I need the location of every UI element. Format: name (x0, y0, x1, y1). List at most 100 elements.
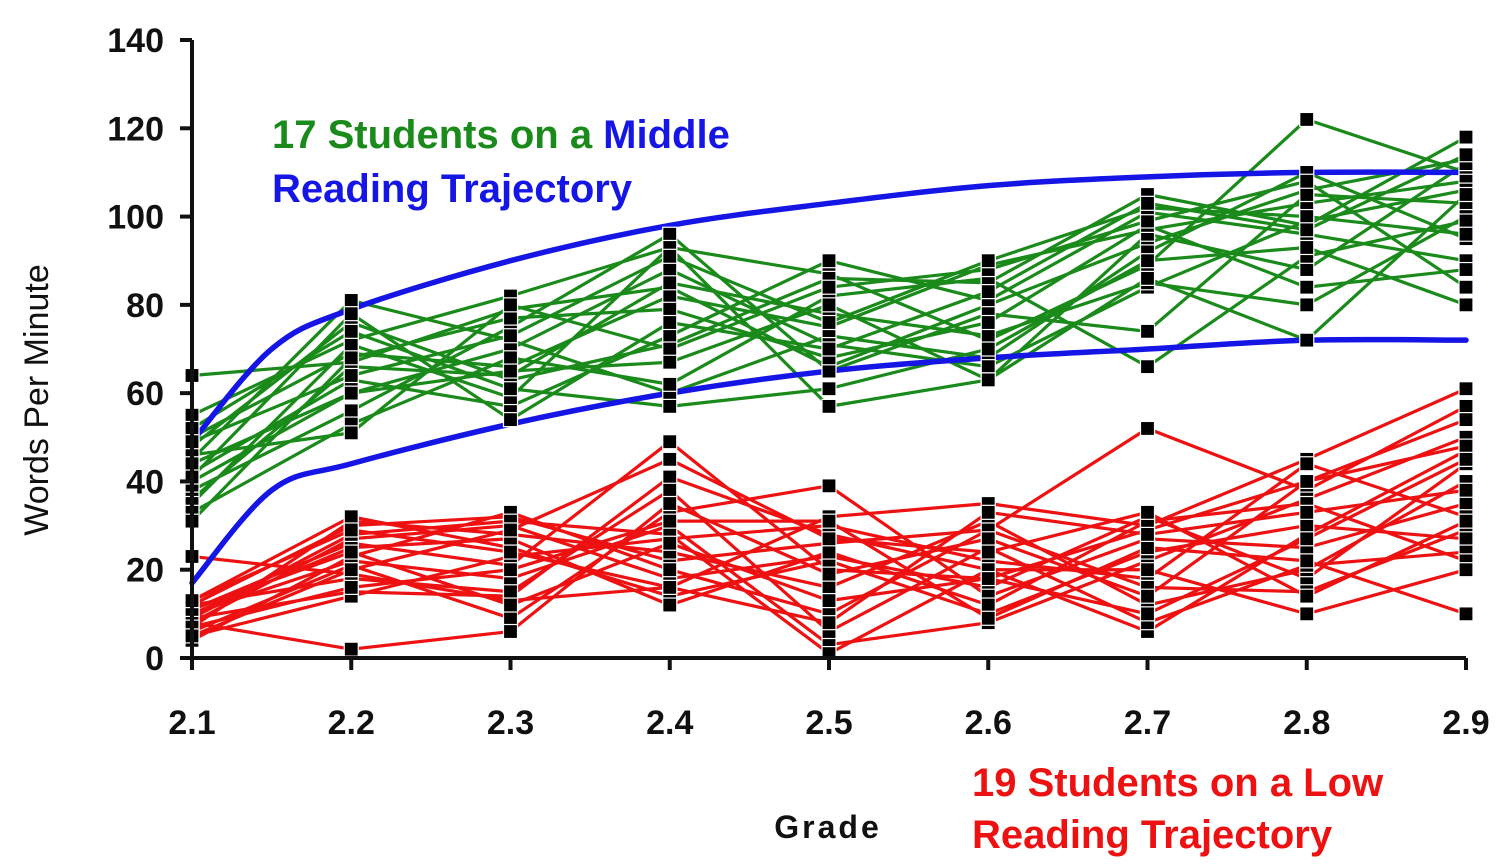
data-point-marker (1458, 438, 1474, 454)
data-point-marker (343, 562, 359, 578)
data-point-marker (1458, 226, 1474, 242)
data-point-marker (502, 584, 519, 600)
data-point-marker (343, 522, 359, 538)
data-point-marker (1458, 261, 1474, 278)
data-point-marker (1299, 504, 1315, 520)
data-point-marker (343, 306, 359, 322)
y-tick-label: 60 (126, 375, 164, 413)
data-point-marker (1139, 359, 1156, 375)
data-point-marker (980, 570, 996, 587)
data-point-marker (821, 314, 837, 331)
y-tick-label: 20 (126, 552, 164, 590)
x-tick-label: 2.9 (1442, 704, 1489, 742)
data-point-marker (821, 279, 837, 295)
data-point-marker (1139, 195, 1156, 211)
data-point-marker (343, 641, 359, 657)
data-point-marker (343, 579, 359, 595)
data-point-marker (662, 314, 678, 331)
data-point-marker (821, 341, 837, 357)
data-point-marker (1458, 381, 1474, 397)
data-point-marker (1458, 482, 1474, 498)
data-point-marker (980, 284, 996, 300)
data-point-marker (502, 522, 519, 538)
data-point-marker (502, 297, 519, 313)
data-point-marker (1139, 253, 1156, 269)
data-point-marker (343, 425, 359, 441)
data-point-marker (821, 544, 837, 560)
data-point-marker (662, 535, 678, 551)
data-point-marker (821, 513, 837, 529)
data-point-marker (821, 593, 837, 609)
x-tick-label: 2.6 (965, 704, 1012, 742)
data-point-marker (662, 482, 678, 498)
data-point-marker (662, 451, 678, 467)
data-point-marker (1139, 588, 1156, 604)
data-point-marker (502, 363, 519, 379)
data-point-marker (1299, 606, 1315, 622)
data-point-marker (1458, 606, 1474, 622)
data-point-marker (662, 579, 678, 595)
annotation-text: Reading Trajectory (972, 813, 1333, 857)
y-tick-label: 40 (126, 463, 164, 501)
data-point-marker (662, 354, 678, 370)
data-point-marker (343, 544, 359, 560)
data-point-marker (343, 292, 359, 309)
x-tick-label: 2.7 (1124, 704, 1171, 742)
data-point-marker (1299, 279, 1315, 295)
data-point-marker (502, 610, 519, 626)
x-tick-label: 2.3 (487, 704, 534, 742)
data-point-marker (502, 350, 519, 366)
data-point-marker (662, 376, 678, 392)
data-point-marker (980, 544, 996, 560)
boundary-curves (189, 169, 1469, 586)
data-point-marker (662, 226, 678, 242)
data-point-marker (821, 566, 837, 582)
data-point-marker (1458, 297, 1474, 313)
data-point-marker (1458, 186, 1474, 203)
data-point-marker (1458, 398, 1474, 414)
data-point-marker (343, 350, 359, 366)
data-point-marker (662, 301, 678, 317)
data-point-marker (343, 403, 359, 419)
data-point-marker (1299, 261, 1315, 278)
data-point-marker (1458, 213, 1474, 229)
data-point-marker (1299, 531, 1315, 547)
middle-trajectory-annotation-line: Reading Trajectory (272, 167, 633, 211)
data-point-marker (662, 562, 678, 578)
data-point-marker (1458, 495, 1474, 512)
data-point-marker (1139, 270, 1156, 286)
data-point-marker (662, 275, 678, 291)
y-ticks: 0 20 40 60 80 100 120 140 (107, 22, 192, 678)
annotation-text: 17 Students on a (272, 113, 603, 157)
data-point-marker (1458, 451, 1474, 467)
data-point-marker (1299, 553, 1315, 569)
data-point-marker (821, 381, 837, 397)
data-point-marker (980, 328, 996, 344)
data-point-marker (1139, 526, 1156, 543)
data-point-marker (980, 341, 996, 357)
data-point-marker (1299, 186, 1315, 203)
data-point-marker (1299, 239, 1315, 256)
annotation-text: Middle (603, 113, 730, 157)
data-point-marker (343, 323, 359, 339)
data-point-marker (980, 359, 996, 375)
data-point-marker (1139, 504, 1156, 520)
data-point-marker (662, 597, 678, 613)
data-point-marker (821, 253, 837, 269)
data-point-marker (1299, 456, 1315, 472)
middle-trajectory-annotation-line: 17 Students on a Middle (272, 113, 730, 157)
data-point-marker (662, 248, 678, 264)
data-point-marker (343, 385, 359, 401)
x-tick-label: 2.5 (805, 704, 852, 742)
data-point-marker (662, 398, 678, 414)
x-ticks: 2.1 2.2 2.3 2.4 2.5 2.6 2.7 2.8 2.9 (168, 658, 1490, 742)
data-point-marker (343, 336, 359, 353)
data-point-marker (502, 328, 519, 344)
x-tick-label: 2.8 (1283, 704, 1330, 742)
data-point-marker (502, 562, 519, 578)
annotations: 17 Students on a Middle Reading Trajector… (272, 113, 1384, 857)
data-point-marker (502, 623, 519, 640)
y-tick-label: 80 (126, 287, 164, 325)
data-point-marker (1458, 279, 1474, 295)
